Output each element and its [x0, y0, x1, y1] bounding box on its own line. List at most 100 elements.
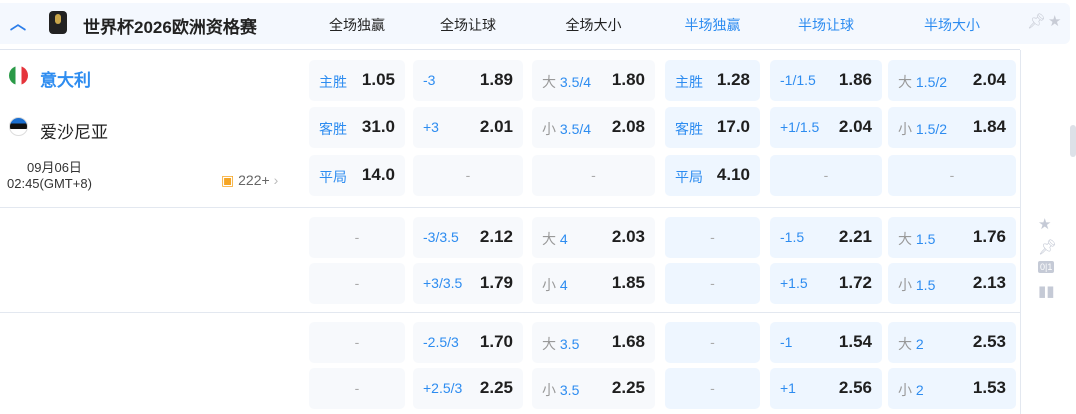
odds-label: +1/1.5	[780, 119, 820, 135]
odds-cell[interactable]: +1/1.5 2.04	[770, 107, 882, 148]
odds-cell[interactable]: 小 3.5/4 2.08	[532, 107, 655, 148]
home-team[interactable]: 意大利	[40, 71, 91, 90]
odds-label: +1	[780, 380, 796, 396]
odds-label: -1/1.5	[780, 72, 816, 88]
odds-cell[interactable]: 客胜 31.0	[309, 107, 405, 148]
pin-icon[interactable]: 📌︎	[1027, 13, 1047, 30]
odds-value: 2.21	[838, 227, 872, 246]
odds-value: 31.0	[361, 117, 395, 136]
odds-value: 1.79	[479, 273, 513, 292]
bar-chart-icon[interactable]: ▮▮	[1038, 283, 1055, 300]
odds-cell[interactable]: 小 2 1.53	[888, 368, 1016, 409]
divider	[1020, 50, 1021, 414]
odds-cell[interactable]: 主胜 1.05	[309, 60, 405, 101]
star-icon[interactable]: ★	[1038, 216, 1052, 233]
odds-cell[interactable]: -1/1.5 1.86	[770, 60, 882, 101]
odds-cell[interactable]: -	[309, 322, 405, 363]
odds-label: 主胜	[319, 74, 347, 90]
over-under-label: 小	[542, 121, 560, 137]
column-header: 半场让球	[798, 17, 854, 33]
away-team[interactable]: 爱沙尼亚	[40, 123, 108, 142]
odds-value: 1.54	[838, 332, 872, 351]
odds-value: 1.89	[479, 70, 513, 89]
odds-empty: -	[354, 334, 360, 350]
league-title: 世界杯2026欧洲资格赛	[83, 18, 257, 37]
over-under-label: 大	[542, 336, 560, 352]
column-header: 全场让球	[440, 17, 496, 33]
odds-label: 大 4	[542, 229, 568, 249]
odds-cell[interactable]: +1 2.56	[770, 368, 882, 409]
odds-cell[interactable]: -	[309, 368, 405, 409]
odds-line: 1.5	[915, 231, 936, 247]
odds-cell[interactable]: 大 1.5/2 2.04	[888, 60, 1016, 101]
odds-cell[interactable]: 大 3.5/4 1.80	[532, 60, 655, 101]
odds-cell[interactable]: -	[888, 155, 1016, 196]
odds-cell[interactable]: -3 1.89	[413, 60, 523, 101]
odds-cell[interactable]: +2.5/3 2.25	[413, 368, 523, 409]
estonia-flag-icon	[9, 117, 28, 136]
odds-cell[interactable]: 大 2 2.53	[888, 322, 1016, 363]
odds-label: 大 1.5	[898, 229, 935, 249]
odds-cell[interactable]: 小 1.5/2 1.84	[888, 107, 1016, 148]
more-markets-button[interactable]: ▣ 222+ ›	[221, 172, 278, 189]
odds-empty: -	[710, 380, 715, 396]
odds-cell[interactable]: -	[665, 322, 760, 363]
odds-cell[interactable]: +3 2.01	[413, 107, 523, 148]
odds-cell[interactable]: 大 3.5 1.68	[532, 322, 655, 363]
odds-cell[interactable]: 小 1.5 2.13	[888, 263, 1016, 304]
odds-cell[interactable]: 大 1.5 1.76	[888, 217, 1016, 258]
italy-flag-icon	[9, 66, 28, 85]
odds-label: +3/3.5	[423, 275, 463, 291]
odds-value: 4.10	[716, 165, 750, 184]
odds-cell[interactable]: 客胜 17.0	[665, 107, 760, 148]
match-time: 02:45(GMT+8)	[7, 176, 92, 191]
odds-cell[interactable]: -	[309, 217, 405, 258]
odds-cell[interactable]: -	[665, 368, 760, 409]
odds-cell[interactable]: -	[665, 217, 760, 258]
odds-line: 4	[559, 231, 568, 247]
over-under-label: 大	[542, 231, 560, 247]
odds-cell[interactable]: -	[309, 263, 405, 304]
league-header	[0, 3, 1070, 44]
odds-cell[interactable]: -3/3.5 2.12	[413, 217, 523, 258]
odds-value: 2.04	[972, 70, 1006, 89]
column-header: 半场大小	[924, 17, 980, 33]
odds-value: 2.12	[479, 227, 513, 246]
odds-label: 大 2	[898, 334, 924, 354]
odds-cell[interactable]: -1.5 2.21	[770, 217, 882, 258]
odds-cell[interactable]: 大 4 2.03	[532, 217, 655, 258]
odds-value: 17.0	[716, 117, 750, 136]
odds-empty: -	[354, 275, 360, 291]
odds-label: -1.5	[780, 229, 805, 245]
star-icon[interactable]: ★	[1048, 13, 1062, 30]
odds-cell[interactable]: 小 4 1.85	[532, 263, 655, 304]
scrollbar[interactable]	[1070, 125, 1076, 157]
pin-icon[interactable]: 📌︎	[1038, 239, 1058, 256]
odds-cell[interactable]: 主胜 1.28	[665, 60, 760, 101]
odds-value: 14.0	[361, 165, 395, 184]
chevron-up-icon[interactable]: ︿	[10, 16, 27, 33]
odds-cell[interactable]: -	[665, 263, 760, 304]
league-logo	[49, 11, 67, 34]
odds-cell[interactable]: +1.5 1.72	[770, 263, 882, 304]
divider	[0, 312, 1020, 313]
odds-cell[interactable]: 小 3.5 2.25	[532, 368, 655, 409]
schedule-icon: ▣	[221, 172, 235, 188]
odds-line: 1.5	[915, 277, 936, 293]
odds-cell[interactable]: -	[532, 155, 655, 196]
odds-label: 主胜	[675, 74, 703, 90]
odds-value: 1.84	[972, 117, 1006, 136]
odds-cell[interactable]: +3/3.5 1.79	[413, 263, 523, 304]
odds-label: +2.5/3	[423, 380, 463, 396]
odds-cell[interactable]: -1 1.54	[770, 322, 882, 363]
odds-empty: -	[949, 167, 955, 183]
odds-cell[interactable]: 平局 14.0	[309, 155, 405, 196]
odds-value: 2.08	[611, 117, 645, 136]
odds-empty: -	[354, 380, 360, 396]
odds-cell[interactable]: -	[413, 155, 523, 196]
odds-cell[interactable]: 平局 4.10	[665, 155, 760, 196]
odds-cell[interactable]: -	[770, 155, 882, 196]
score-icon[interactable]: 0|1	[1038, 261, 1055, 273]
column-header: 半场独赢	[684, 17, 741, 33]
odds-cell[interactable]: -2.5/3 1.70	[413, 322, 523, 363]
